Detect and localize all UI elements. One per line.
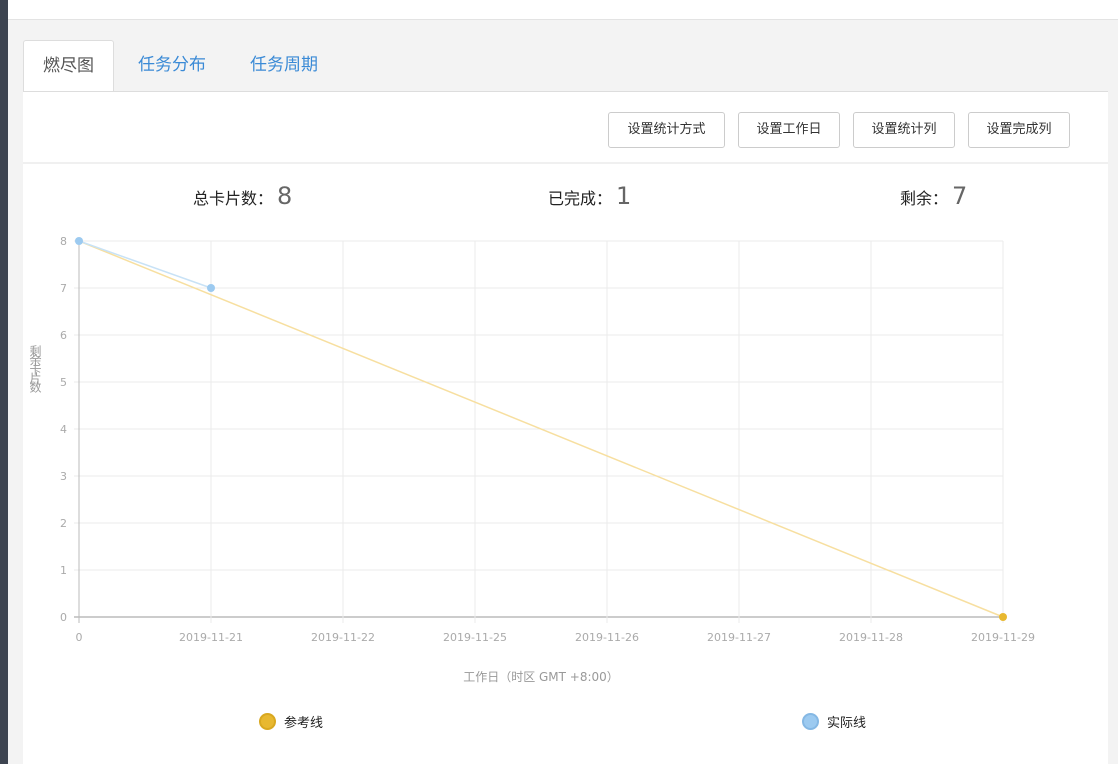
x-tick-label: 2019-11-25: [443, 631, 507, 644]
y-tick-label: 2: [60, 517, 67, 530]
tab-task-distribution[interactable]: 任务分布: [138, 55, 206, 75]
series-line-0: [78, 240, 1004, 618]
stat-done-value: 1: [616, 182, 632, 210]
x-tick-label: 2019-11-29: [971, 631, 1035, 644]
x-tick-label: 2019-11-21: [179, 631, 243, 644]
stat-total-label: 总卡片数：: [193, 189, 274, 208]
stat-remaining: 剩余： 7: [900, 182, 967, 210]
y-tick-label: 4: [60, 423, 67, 436]
x-tick-label: 0: [76, 631, 83, 644]
stat-remaining-label: 剩余：: [900, 189, 949, 208]
y-tick-label: 0: [60, 611, 67, 624]
background-window: [0, 0, 8, 764]
tab-content: 设置统计方式 设置工作日 设置统计列 设置完成列 总卡片数： 8 已完成： 1 剩余…: [23, 91, 1108, 764]
legend-marker-actual: [802, 713, 819, 730]
x-axis-title: 工作日（时区 GMT +8:00）: [463, 670, 619, 684]
x-tick-label: 2019-11-28: [839, 631, 903, 644]
report-panel: 燃尽图 任务分布 任务周期 设置统计方式 设置工作日 设置统计列 设置完成列 总…: [8, 20, 1118, 764]
toolbar: 设置统计方式 设置工作日 设置统计列 设置完成列: [23, 92, 1108, 164]
stat-total: 总卡片数： 8: [193, 182, 292, 210]
set-stat-method-button[interactable]: 设置统计方式: [608, 112, 725, 148]
legend-marker-reference: [259, 713, 276, 730]
series-line-1: [78, 240, 212, 289]
set-stat-column-button[interactable]: 设置统计列: [853, 112, 955, 148]
y-tick-label: 1: [60, 564, 67, 577]
x-tick-label: 2019-11-27: [707, 631, 771, 644]
y-tick-label: 5: [60, 376, 67, 389]
legend-item-actual[interactable]: 实际线: [802, 712, 866, 731]
x-tick-label: 2019-11-22: [311, 631, 375, 644]
legend-item-reference[interactable]: 参考线: [259, 712, 323, 731]
stat-total-value: 8: [277, 182, 293, 210]
stat-remaining-value: 7: [952, 182, 968, 210]
x-tick-label: 2019-11-26: [575, 631, 639, 644]
data-point: [75, 237, 83, 245]
y-tick-label: 8: [60, 235, 67, 248]
top-bar: [8, 0, 1118, 20]
set-workday-button[interactable]: 设置工作日: [738, 112, 840, 148]
stat-done: 已完成： 1: [548, 182, 631, 210]
y-tick-label: 7: [60, 282, 67, 295]
y-axis-title: 剩余卡片数: [28, 345, 42, 390]
y-tick-label: 6: [60, 329, 67, 342]
data-point: [207, 284, 215, 292]
tab-burndown[interactable]: 燃尽图: [23, 40, 114, 93]
legend-label-actual: 实际线: [827, 716, 867, 731]
y-tick-label: 3: [60, 470, 67, 483]
set-done-column-button[interactable]: 设置完成列: [968, 112, 1070, 148]
tab-task-cycle[interactable]: 任务周期: [250, 55, 318, 75]
stat-done-label: 已完成：: [548, 189, 613, 208]
data-point: [999, 613, 1007, 621]
legend-label-reference: 参考线: [284, 716, 324, 731]
